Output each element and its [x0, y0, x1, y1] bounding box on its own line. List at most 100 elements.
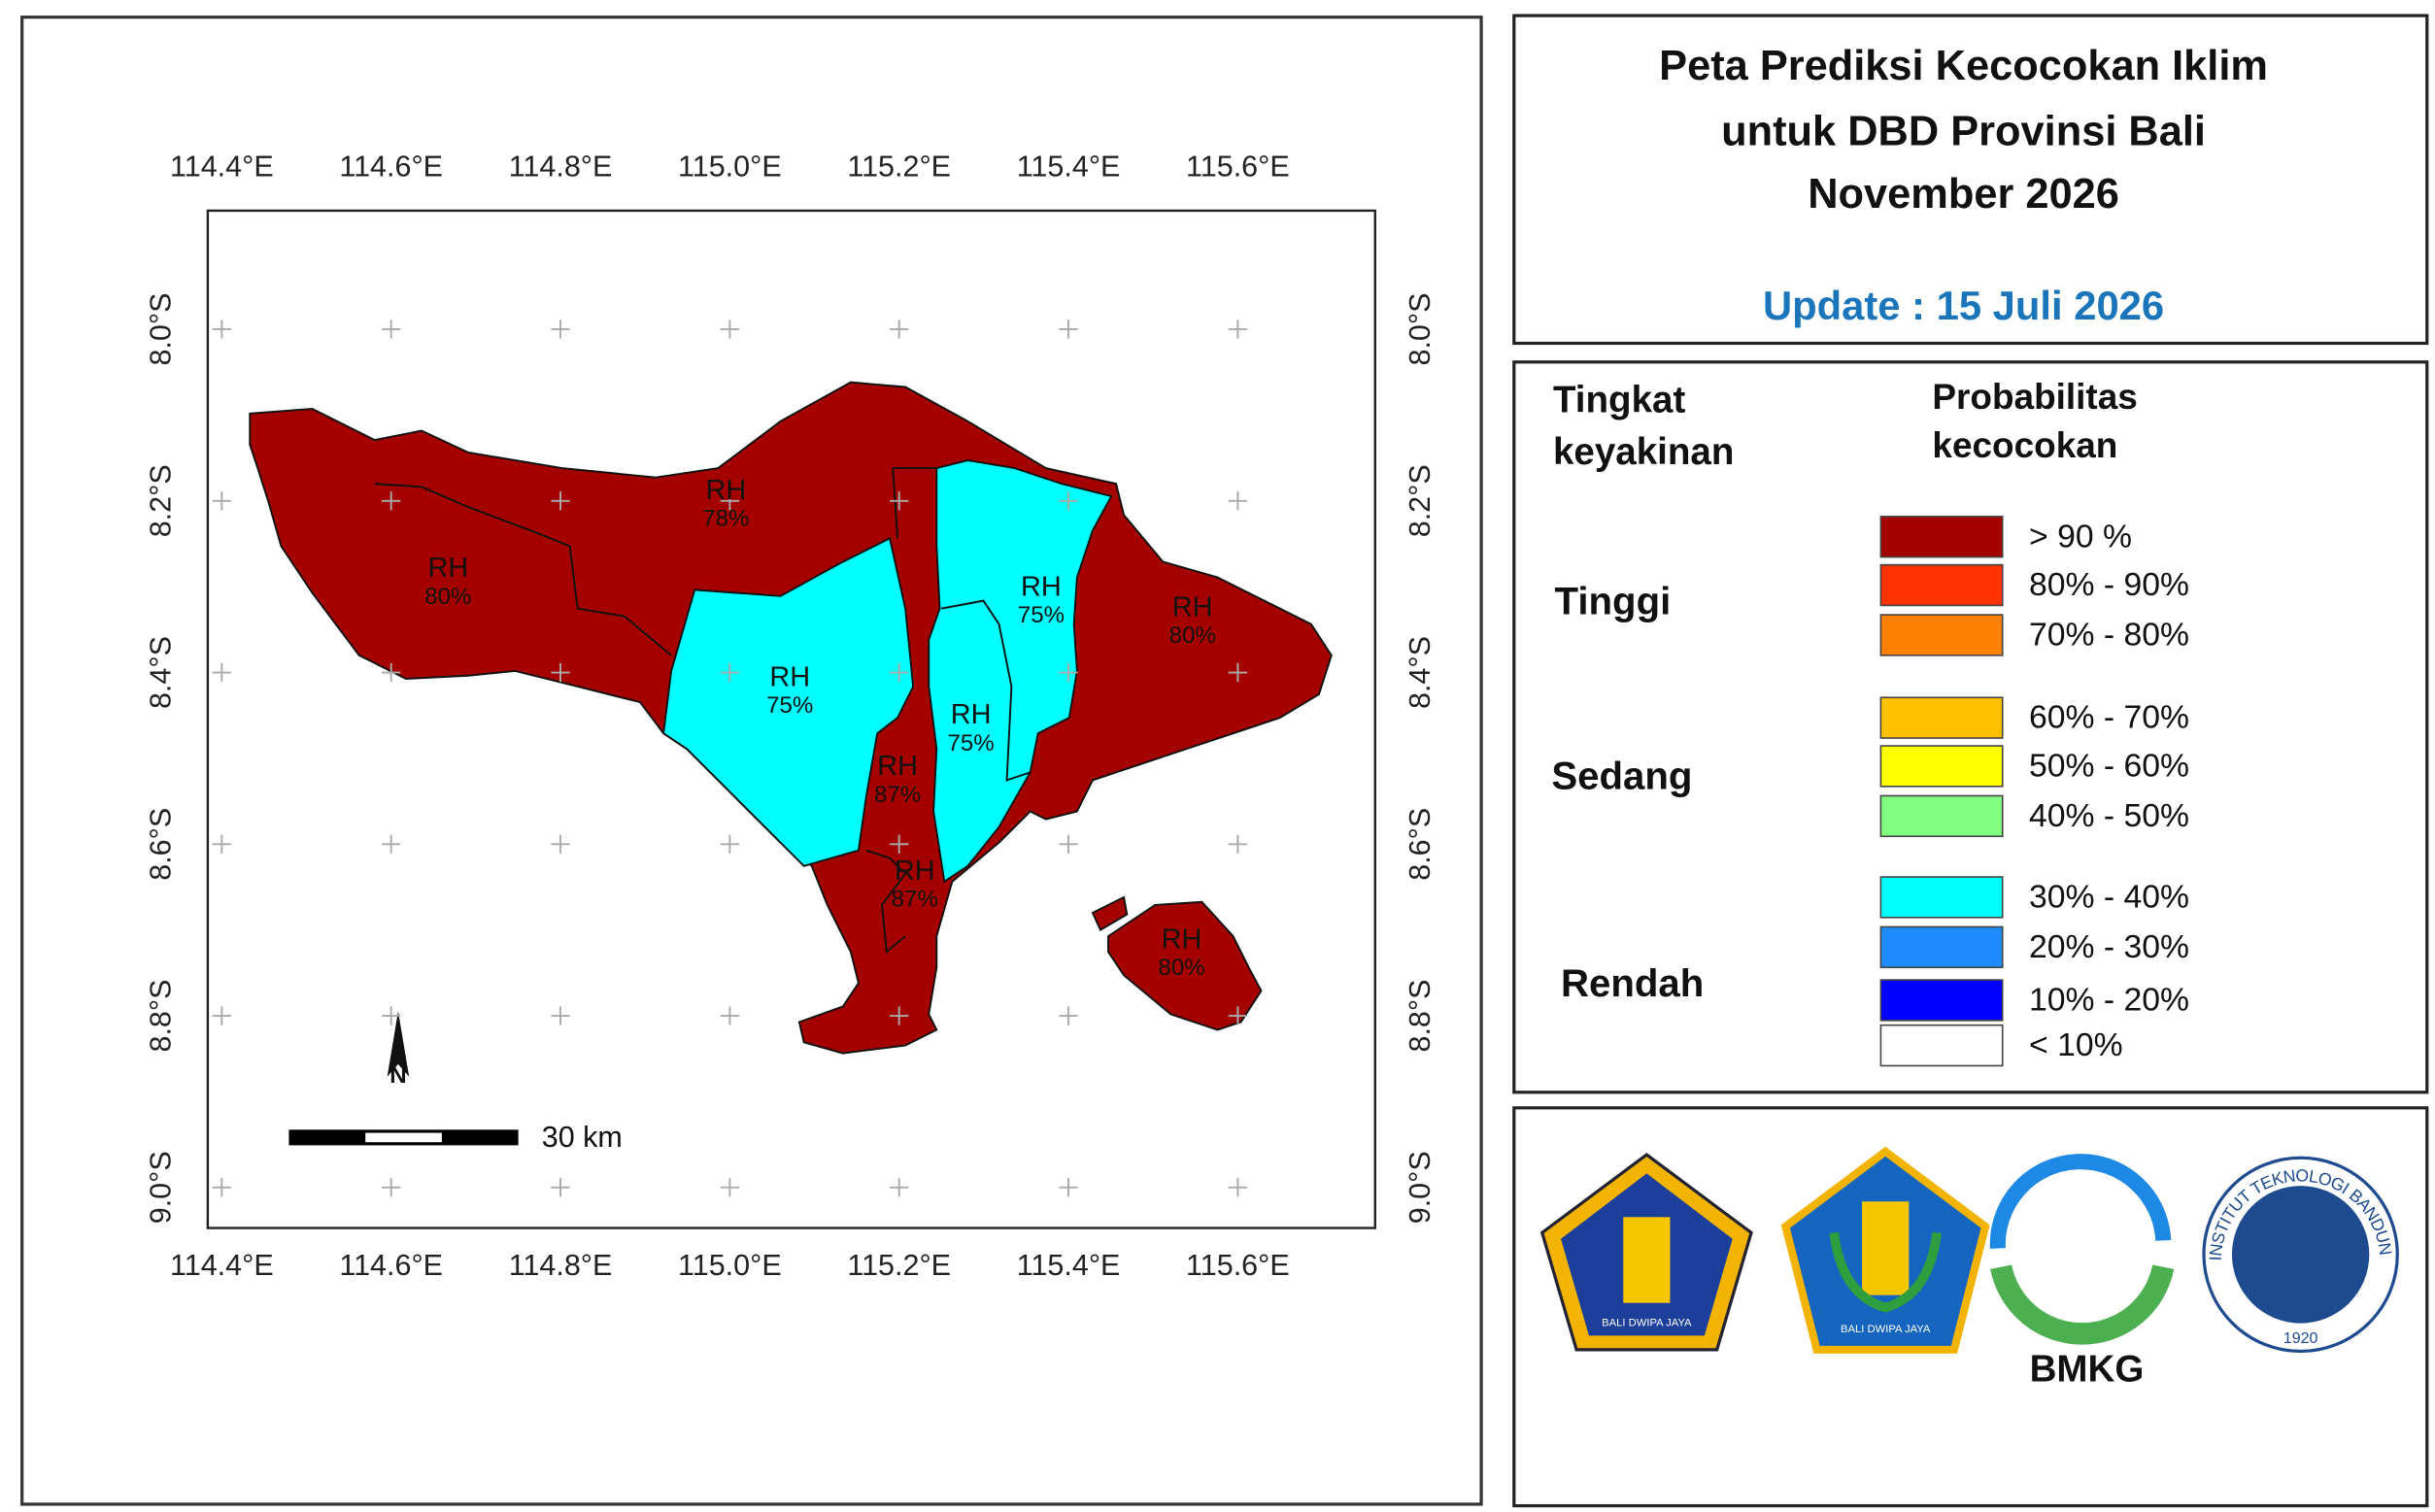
- land-region: [662, 536, 915, 867]
- x-tick-label: 114.6°E: [339, 1249, 443, 1282]
- logo-label: 1920: [2283, 1329, 2318, 1347]
- x-tick-label: 115.2°E: [847, 1249, 951, 1282]
- x-tick-label: 115.4°E: [1017, 1249, 1121, 1282]
- region-label: RH: [1162, 924, 1202, 956]
- x-tick-label: 114.4°E: [170, 1249, 274, 1282]
- legend-swatch: [1879, 745, 2004, 788]
- y-tick-label: 8.4°S: [1404, 636, 1437, 709]
- legend-label: 50% - 60%: [2029, 747, 2189, 784]
- grid-cross: [212, 834, 231, 854]
- grid-cross: [551, 834, 570, 854]
- legend-swatch: [1879, 516, 2004, 558]
- grid-cross: [212, 319, 231, 339]
- legend-label: 80% - 90%: [2029, 566, 2189, 603]
- grid-cross: [1059, 1006, 1078, 1025]
- y-tick-label: 8.6°S: [1404, 808, 1437, 881]
- grid-cross: [551, 662, 570, 683]
- logo-label: BMKG: [2030, 1349, 2145, 1391]
- grid-cross: [1228, 319, 1248, 339]
- grid-cross: [720, 319, 740, 339]
- north-label: N: [389, 1062, 406, 1089]
- boundary: [374, 483, 672, 656]
- legend-label: 70% - 80%: [2029, 616, 2189, 653]
- region-label: RH: [427, 553, 468, 584]
- north-arrow-shape: [387, 1011, 410, 1077]
- legend-label: 20% - 30%: [2029, 928, 2189, 965]
- title-line: untuk DBD Provinsi Bali: [1721, 109, 2206, 155]
- grid-cross: [212, 1006, 231, 1025]
- title-panel: [1512, 14, 2429, 346]
- region-label: RH: [951, 699, 992, 730]
- legend-group: Rendah: [1561, 961, 1704, 1005]
- legend-swatch: [1879, 1024, 2004, 1067]
- legend-swatch: [1879, 876, 2004, 919]
- x-tick-label: 115.0°E: [678, 151, 782, 184]
- logo-bmkg: BMKG: [1989, 1154, 2175, 1391]
- legend-swatch: [1879, 614, 2004, 656]
- region-value: 78%: [702, 505, 749, 531]
- grid-cross: [890, 491, 909, 511]
- scale-label: 30 km: [542, 1121, 623, 1154]
- region-value: 87%: [874, 782, 921, 808]
- scale-bar-segment: [365, 1132, 442, 1143]
- y-tick-label: 8.2°S: [144, 464, 177, 537]
- grid-cross: [382, 319, 401, 339]
- legend-group: Sedang: [1551, 754, 1692, 797]
- x-tick-label: 115.6°E: [1186, 151, 1290, 184]
- x-tick-label: 115.6°E: [1186, 1249, 1290, 1282]
- region-value: 80%: [1169, 622, 1216, 649]
- y-tick-label: 8.8°S: [1404, 980, 1437, 1053]
- grid-cross: [212, 1178, 231, 1197]
- grid-cross: [551, 319, 570, 339]
- x-tick-label: 115.2°E: [847, 151, 951, 184]
- region-value: 75%: [766, 692, 813, 719]
- region-label: RH: [1172, 591, 1213, 622]
- y-tick-label: 8.0°S: [1404, 293, 1437, 366]
- land-region: [1091, 895, 1129, 932]
- legend-label: > 90 %: [2029, 518, 2132, 554]
- legend-label: 40% - 50%: [2029, 797, 2189, 834]
- legend-swatch: [1879, 925, 2004, 969]
- legend-swatch: [1879, 563, 2004, 607]
- grid-cross: [1059, 491, 1078, 511]
- legend-label: < 10%: [2029, 1026, 2123, 1063]
- region-label: RH: [705, 475, 746, 506]
- title-line: November 2026: [1808, 171, 2119, 218]
- region-value: 75%: [1018, 602, 1065, 628]
- grid-cross: [382, 662, 401, 683]
- grid-cross: [1228, 662, 1248, 683]
- logo-shape: [1862, 1201, 1910, 1295]
- grid-cross: [720, 1006, 740, 1025]
- boundary: [865, 849, 907, 955]
- grid-cross: [1228, 834, 1248, 854]
- y-tick-label: 9.0°S: [144, 1151, 177, 1224]
- logo-bali-2: BALI DWIPA JAYA: [1780, 1146, 1990, 1354]
- grid-cross: [212, 662, 231, 683]
- legend-header: keyakinan: [1553, 431, 1734, 473]
- legend-swatch: [1879, 696, 2004, 739]
- x-tick-label: 114.8°E: [509, 1249, 613, 1282]
- logo-shape: [1623, 1217, 1671, 1303]
- region-label: RH: [895, 856, 935, 887]
- y-tick-label: 8.4°S: [144, 636, 177, 709]
- x-tick-label: 114.4°E: [170, 151, 274, 184]
- land: [249, 381, 1333, 1055]
- legend-header: Tingkat: [1553, 380, 1686, 421]
- grid-cross: [551, 491, 570, 511]
- grid-cross: [551, 1006, 570, 1025]
- land-region: [1107, 900, 1263, 1031]
- y-tick-label: 8.2°S: [1404, 464, 1437, 537]
- y-tick-label: 9.0°S: [1404, 1151, 1437, 1224]
- x-tick-label: 115.4°E: [1017, 151, 1121, 184]
- grid-cross: [1228, 1006, 1248, 1025]
- grid-cross: [1059, 834, 1078, 854]
- title-line: Peta Prediksi Kecocokan Iklim: [1659, 43, 2268, 89]
- boundary: [940, 599, 1031, 782]
- logo-bali: BALI DWIPA JAYA: [1539, 1153, 1753, 1352]
- x-tick-label: 114.8°E: [509, 151, 613, 184]
- region-value: 80%: [1158, 955, 1204, 981]
- region-label: RH: [877, 751, 918, 782]
- grid-cross: [720, 662, 740, 683]
